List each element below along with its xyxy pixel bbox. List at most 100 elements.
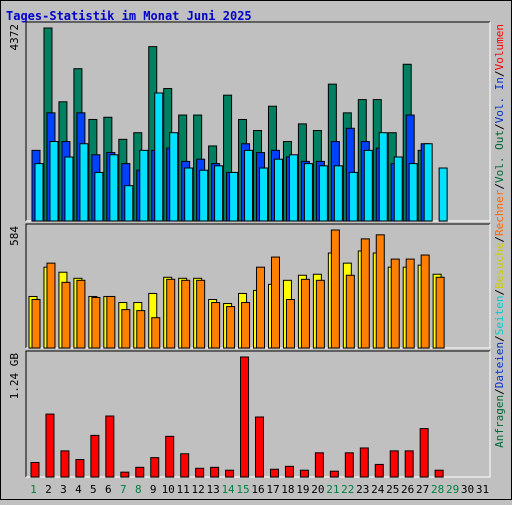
legend-part-9: / [493,183,506,190]
bar-rechner-day-3 [61,281,71,349]
bar-rechner-day-25 [390,258,400,349]
x-tick-label-day-14: 14 [221,483,235,496]
x-tick-label-day-11: 11 [177,483,190,496]
bar-seiten-day-1 [34,163,44,222]
x-tick-label-day-28: 28 [431,483,444,496]
x-tick-label-day-9: 9 [150,483,157,496]
bar-seiten-day-24 [378,132,388,222]
bar-seiten-day-23 [363,149,373,222]
x-tick-label-day-4: 4 [75,483,82,496]
bar-volumen-day-3 [60,450,70,478]
x-tick-label-day-7: 7 [120,483,127,496]
x-tick-label-day-17: 17 [266,483,279,496]
bar-volumen-day-5 [90,434,100,478]
bar-volumen-day-28 [434,469,444,478]
x-tick-label-day-30: 30 [461,483,474,496]
panel-hits-ymax-label: 4372 [8,24,21,51]
bar-volumen-day-27 [419,428,429,478]
x-tick-label-day-15: 15 [236,483,249,496]
bar-volumen-day-4 [75,459,85,478]
bar-rechner-day-8 [136,310,146,349]
bar-volumen-day-9 [150,457,160,478]
bar-seiten-day-27 [423,143,433,222]
bar-volumen-day-8 [135,466,145,478]
x-tick-label-day-25: 25 [386,483,399,496]
bar-volumen-day-22 [344,452,354,478]
bar-rechner-day-27 [420,254,430,349]
legend-part-13: / [493,70,506,77]
bar-rechner-day-23 [360,238,370,349]
bar-seiten-day-21 [333,165,343,222]
bar-rechner-day-17 [270,256,280,349]
bar-rechner-day-15 [241,302,251,349]
legend-part-0: Anfragen [493,395,506,448]
bar-volumen-day-26 [404,450,414,478]
legend-part-7: / [493,236,506,243]
bar-volumen-day-6 [105,415,115,478]
bar-seiten-day-28 [438,167,448,222]
bar-rechner-day-20 [315,279,325,349]
bar-volumen-day-19 [299,469,309,478]
legend-part-5: / [493,289,506,296]
bar-rechner-day-2 [46,262,56,349]
bar-seiten-day-3 [64,156,74,222]
x-tick-label-day-24: 24 [371,483,385,496]
bar-volumen-day-16 [255,416,265,478]
x-tick-label-day-26: 26 [401,483,414,496]
bar-rechner-day-7 [121,309,131,349]
bar-volumen-day-15 [240,356,250,478]
x-tick-label-day-5: 5 [90,483,97,496]
bar-volumen-day-12 [195,467,205,478]
bar-seiten-day-5 [94,171,104,222]
x-tick-label-day-3: 3 [60,483,67,496]
bar-rechner-day-14 [226,306,236,349]
x-tick-label-day-12: 12 [192,483,205,496]
bar-seiten-day-18 [288,154,298,222]
panel-volume-ymax-label: 1.24 GB [8,353,21,400]
bar-seiten-day-9 [154,92,164,222]
bar-seiten-day-11 [184,167,194,222]
legend-part-1: / [493,388,506,395]
panel-visits-ymax-label: 584 [8,226,21,246]
bar-volumen-day-17 [269,468,279,478]
bar-rechner-day-26 [405,258,415,349]
panel-visits-border-dark [25,223,490,348]
bar-seiten-day-8 [139,149,149,222]
bar-rechner-day-5 [91,296,101,349]
legend-part-3: / [493,335,506,342]
bar-rechner-day-22 [345,274,355,349]
x-tick-label-day-22: 22 [341,483,354,496]
bar-seiten-day-16 [259,167,269,222]
bar-volumen-day-13 [210,466,220,478]
bar-rechner-day-16 [256,266,266,349]
legend-part-14: Volumen [493,24,506,70]
legend-part-11: / [493,123,506,130]
legend-part-12: Vol. In [493,77,506,123]
bar-seiten-day-26 [408,163,418,222]
bar-rechner-day-13 [211,302,221,349]
bar-seiten-day-13 [214,165,224,222]
bar-seiten-day-7 [124,185,134,222]
x-tick-label-day-19: 19 [296,483,309,496]
bar-seiten-day-22 [348,171,358,222]
x-tick-label-day-1: 1 [30,483,37,496]
x-tick-label-day-23: 23 [356,483,369,496]
bar-rechner-day-28 [435,276,445,349]
legend-part-2: Dateien [493,342,506,388]
x-tick-label-day-29: 29 [446,483,459,496]
x-tick-label-day-21: 21 [326,483,339,496]
bar-seiten-day-10 [169,132,179,222]
bar-seiten-day-2 [49,141,59,222]
legend-part-8: Rechner [493,189,506,236]
x-tick-label-day-18: 18 [281,483,294,496]
bar-volumen-day-7 [120,471,130,478]
x-tick-label-day-2: 2 [45,483,52,496]
bar-seiten-day-25 [393,156,403,222]
bar-rechner-day-12 [196,279,206,349]
legend-part-6: Besuche [493,243,506,289]
panel-volume-border-dark [25,350,490,477]
bar-volumen-day-18 [284,465,294,478]
panel-hits-border-dark [25,21,490,221]
